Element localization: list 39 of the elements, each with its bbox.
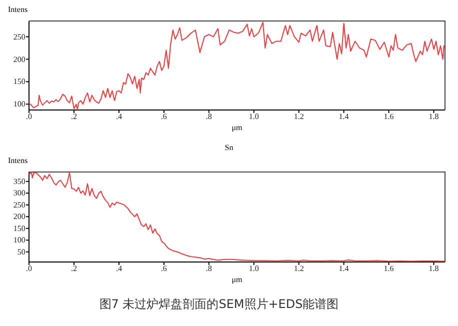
x-tick-label: 1.2 <box>294 264 304 274</box>
x-tick-label: 1.8 <box>428 112 439 122</box>
x-tick-label: .4 <box>116 112 122 122</box>
x-tick-label: 1.0 <box>248 112 259 122</box>
y-tick-label: 300 <box>13 188 26 198</box>
x-tick-label: 1.4 <box>338 112 349 122</box>
y-tick-label: 250 <box>13 32 26 42</box>
x-tick-label: .6 <box>160 112 167 122</box>
y-tick-label: 50 <box>17 247 26 256</box>
line-series <box>28 172 446 262</box>
x-tick-label: .0 <box>26 112 32 122</box>
x-tick-label: 1.0 <box>248 264 259 274</box>
x-tick-label: 1.2 <box>294 112 304 122</box>
x-tick-label: .0 <box>26 264 32 274</box>
x-tick-label: .8 <box>206 112 212 122</box>
y-tick-label: 150 <box>13 77 26 86</box>
x-axis-title: μm <box>232 123 244 132</box>
y-tick-label: 150 <box>13 224 26 233</box>
x-tick-label: 1.6 <box>384 264 394 274</box>
x-tick-label: .4 <box>116 264 122 274</box>
y-axis-title: Intens <box>8 156 28 165</box>
x-axis-title: μm <box>232 275 244 284</box>
x-tick-label: 1.4 <box>338 264 349 274</box>
x-tick-label: .8 <box>206 264 212 274</box>
line-series <box>28 22 446 110</box>
y-tick-label: 100 <box>13 236 26 245</box>
x-tick-label: .6 <box>160 264 167 274</box>
y-tick-label: 100 <box>13 100 26 109</box>
y-tick-label: 200 <box>13 212 26 222</box>
x-tick-label: .2 <box>70 112 77 122</box>
x-tick-label: 1.8 <box>428 264 439 274</box>
caption: 图7 未过炉焊盘剖面的SEM照片+EDS能谱图 <box>99 297 339 311</box>
chart-title: Sn <box>224 143 234 152</box>
x-tick-label: .2 <box>70 264 77 274</box>
y-tick-label: 350 <box>13 176 26 186</box>
y-tick-label: 250 <box>13 200 26 210</box>
x-tick-label: 1.6 <box>384 112 394 122</box>
y-axis-title: Intens <box>8 5 28 14</box>
y-tick-label: 200 <box>13 54 26 64</box>
